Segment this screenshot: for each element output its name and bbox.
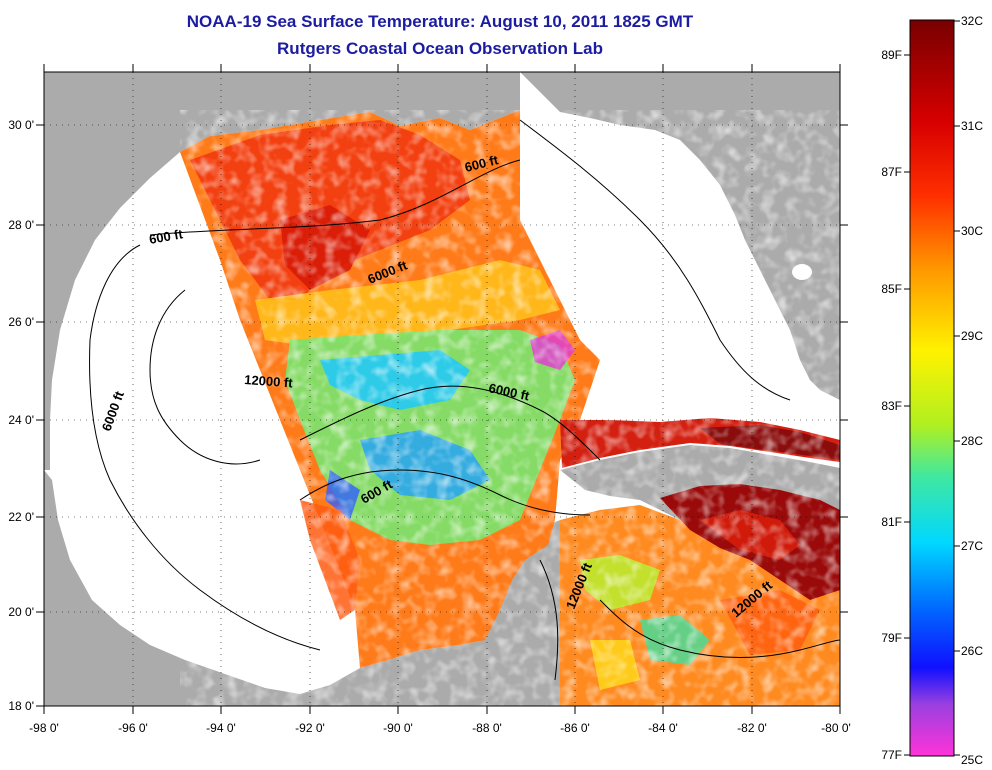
y-tick-label: 18 0' [8, 699, 34, 713]
map-subtitle: Rutgers Coastal Ocean Observation Lab [277, 39, 603, 58]
map-title: NOAA-19 Sea Surface Temperature: August … [186, 12, 694, 31]
colorbar-celsius-label: 30C [961, 224, 983, 238]
colorbar-fahrenheit-label: 83F [881, 399, 902, 413]
x-tick-label: -82 0' [737, 721, 767, 735]
tick-marks [36, 64, 848, 714]
y-tick-label: 30 0' [8, 118, 34, 132]
colorbar-fahrenheit-label: 77F [881, 748, 902, 762]
y-axis-labels: 30 0' 28 0' 26 0' 24 0' 22 0' 20 0' 18 0… [8, 118, 34, 713]
x-axis-labels: -98 0' -96 0' -94 0' -92 0' -90 0' -88 0… [29, 721, 851, 735]
colorbar-fahrenheit-label: 87F [881, 165, 902, 179]
colorbar-celsius-label: 29C [961, 329, 983, 343]
bathymetry-contours [89, 119, 840, 681]
x-tick-label: -86 0' [560, 721, 590, 735]
colorbar-celsius-label: 26C [961, 644, 983, 658]
map-frame [43, 71, 841, 707]
y-tick-label: 28 0' [8, 218, 34, 232]
colorbar-celsius-label: 31C [961, 119, 983, 133]
colorbar-fahrenheit-label: 79F [881, 631, 902, 645]
x-tick-label: -84 0' [648, 721, 678, 735]
colorbar-gradient [909, 19, 955, 757]
colorbar-fahrenheit-label: 89F [881, 48, 902, 62]
x-tick-label: -96 0' [118, 721, 148, 735]
graticule [44, 72, 840, 706]
colorbar-fahrenheit-label: 81F [881, 515, 902, 529]
colorbar-celsius-label: 28C [961, 434, 983, 448]
contour-label: 12000 ft [244, 372, 294, 390]
colorbar-celsius-label: 32C [961, 14, 983, 28]
x-tick-label: -90 0' [383, 721, 413, 735]
x-tick-label: -88 0' [472, 721, 502, 735]
colorbar: 32C 31C 30C 29C 28C 27C 26C 25C 89F 87F … [881, 14, 983, 767]
x-tick-label: -98 0' [29, 721, 59, 735]
x-tick-label: -94 0' [206, 721, 236, 735]
y-tick-label: 26 0' [8, 315, 34, 329]
colorbar-celsius-label: 27C [961, 539, 983, 553]
y-tick-label: 20 0' [8, 605, 34, 619]
contour-label: 600 ft [148, 226, 185, 247]
colorbar-celsius-label: 25C [961, 753, 983, 767]
x-tick-label: -80 0' [821, 721, 851, 735]
y-tick-label: 24 0' [8, 413, 34, 427]
colorbar-fahrenheit-label: 85F [881, 282, 902, 296]
x-tick-label: -92 0' [295, 721, 325, 735]
y-tick-label: 22 0' [8, 510, 34, 524]
